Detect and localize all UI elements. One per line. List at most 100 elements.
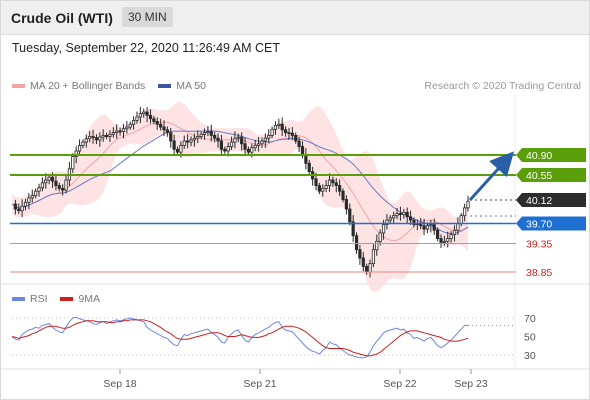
level-tag-39.70 — [516, 216, 586, 231]
candle-body — [338, 185, 342, 192]
candle-body — [34, 190, 38, 197]
level-label-39.70: 39.70 — [526, 218, 552, 230]
legend-rsi: RSI — [12, 293, 48, 305]
ma50-swatch — [158, 84, 172, 89]
legend-ma50-label: MA 50 — [176, 80, 206, 92]
candle-body — [452, 229, 457, 236]
candle-body — [202, 132, 207, 135]
candle-body — [199, 133, 203, 137]
candle-body — [77, 145, 82, 152]
candle-body — [209, 131, 213, 136]
candle-body — [321, 187, 325, 192]
candle-body — [162, 126, 166, 131]
candle-body — [37, 187, 41, 192]
candle-body — [84, 138, 88, 143]
ma9-swatch — [60, 297, 74, 302]
candle-body — [368, 263, 372, 273]
candle-body — [250, 147, 254, 153]
candle-body — [442, 240, 446, 243]
candle-body — [327, 179, 332, 186]
candle-body — [40, 182, 45, 189]
candle-body — [213, 135, 217, 139]
timestamp: Tuesday, September 22, 2020 11:26:49 AM … — [12, 41, 280, 55]
candle-body — [246, 148, 251, 153]
candle-body — [196, 136, 200, 139]
candle-body — [297, 140, 301, 147]
candle-body — [192, 137, 196, 141]
candle-body — [206, 131, 210, 134]
candle-body — [236, 136, 240, 139]
chart-header: Crude Oil (WTI) 30 MIN — [1, 1, 589, 35]
candle-body — [223, 148, 227, 152]
candle-body — [344, 199, 349, 210]
candle-body — [439, 238, 443, 243]
candle-body — [71, 156, 75, 170]
rsi-swatch — [12, 297, 25, 302]
candle-body — [341, 190, 345, 200]
candle-body — [226, 146, 230, 152]
level-label-38.85: 38.85 — [526, 267, 552, 279]
candle-body — [435, 229, 440, 239]
candle-body — [159, 123, 163, 128]
candle-body — [118, 130, 122, 133]
candle-body — [456, 223, 460, 231]
candle-body — [463, 207, 467, 217]
x-tick-label: Sep 23 — [454, 378, 487, 390]
candle-body — [280, 123, 284, 131]
candle-body — [135, 116, 139, 121]
candle-body — [142, 111, 146, 115]
level-tag-40.90 — [516, 148, 586, 162]
candle-body — [91, 136, 95, 139]
candle-body — [381, 224, 386, 234]
candle-body — [300, 146, 305, 156]
candle-body — [115, 130, 119, 134]
candle-body — [449, 234, 453, 239]
candle-body — [287, 132, 291, 135]
candle-body — [172, 140, 176, 150]
candle-body — [412, 219, 416, 226]
rsi-tick-70: 70 — [524, 313, 536, 325]
level-label-40.90: 40.90 — [526, 150, 552, 162]
candle-body — [365, 266, 369, 273]
candle-body — [74, 150, 78, 157]
legend-ma20-label: MA 20 + Bollinger Bands — [30, 80, 146, 92]
candle-body — [108, 133, 112, 137]
candle-body — [145, 111, 149, 116]
candle-body — [88, 136, 92, 140]
candle-body — [378, 232, 382, 242]
level-tag-40.55 — [516, 167, 586, 182]
candle-body — [348, 208, 352, 223]
candle-body — [111, 132, 115, 135]
current-price-tag — [516, 193, 586, 207]
candle-body — [392, 215, 396, 219]
candle-body — [358, 249, 362, 259]
level-label-39.35: 39.35 — [526, 238, 552, 250]
candle-body — [61, 187, 65, 191]
timeframe-badge[interactable]: 30 MIN — [122, 7, 173, 27]
candle-body — [27, 197, 31, 203]
credit-text: Research © 2020 Trading Central — [424, 80, 581, 92]
candle-body — [307, 162, 311, 173]
candle-body — [283, 129, 288, 134]
candle-body — [229, 141, 234, 147]
instrument-title: Crude Oil (WTI) — [11, 10, 113, 26]
candle-body — [169, 132, 173, 142]
candle-body — [101, 135, 105, 138]
candle-body — [125, 126, 129, 130]
candle-body — [179, 145, 183, 153]
x-tick-label: Sep 21 — [243, 378, 276, 390]
candle-body — [50, 176, 55, 182]
rsi-tick-30: 30 — [524, 350, 536, 362]
current-price-label: 40.12 — [526, 195, 552, 207]
candle-body — [57, 185, 61, 189]
legend-9ma-label: 9MA — [78, 293, 101, 305]
legend-ma20: MA 20 + Bollinger Bands — [12, 80, 145, 92]
candle-body — [44, 179, 48, 184]
candle-body — [128, 123, 132, 128]
candle-body — [260, 140, 264, 145]
candle-body — [263, 137, 267, 142]
rsi-tick-50: 50 — [524, 332, 536, 344]
candle-body — [408, 216, 413, 221]
candle-body — [405, 211, 409, 218]
